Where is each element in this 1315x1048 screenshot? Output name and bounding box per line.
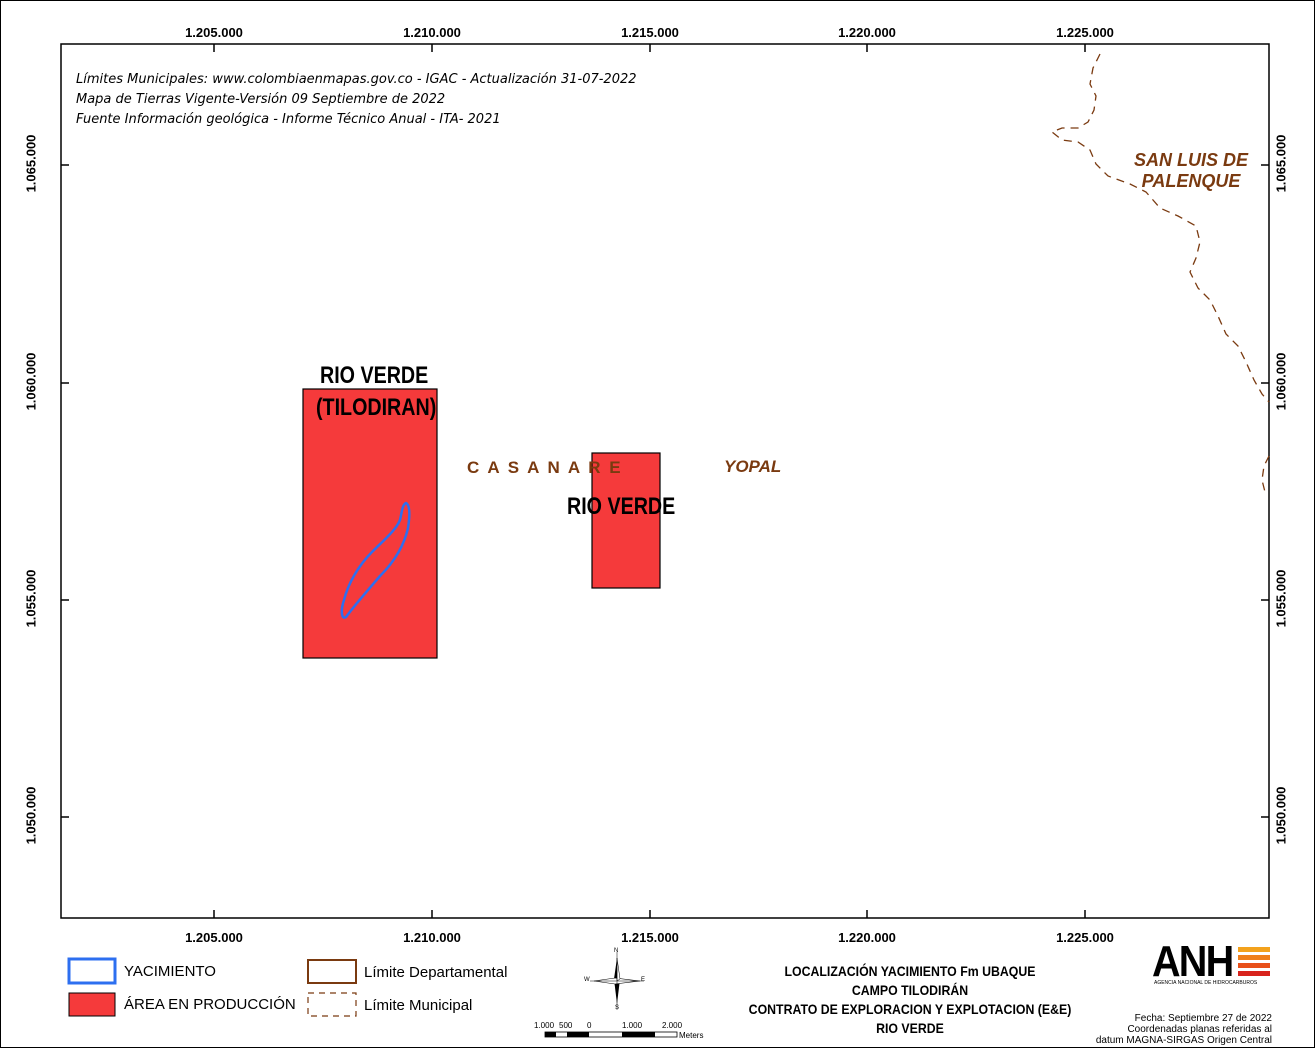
x-tick-label-top: 1.205.000 bbox=[185, 25, 243, 40]
date-block: Fecha: Septiembre 27 de 2022 Coordenadas… bbox=[1096, 1013, 1272, 1046]
scale-bar bbox=[544, 1031, 678, 1038]
legend-limite-municipal-symbol bbox=[307, 992, 357, 1017]
scale-label: 1.000 bbox=[534, 1021, 555, 1030]
label-municipality-san-luis-de-palenque: SAN LUIS DE PALENQUE bbox=[1134, 150, 1248, 192]
date-line: Coordenadas planas referidas al bbox=[1127, 1024, 1272, 1035]
y-tick-label-left: 1.055.000 bbox=[23, 569, 39, 628]
production-area-rio-verde[interactable] bbox=[591, 452, 661, 589]
scale-label: 1.000 bbox=[622, 1021, 643, 1030]
label-rio-verde-tilodiran-line2: (TILODIRAN) bbox=[316, 394, 437, 421]
label-municipality-yopal: YOPAL bbox=[724, 457, 782, 476]
label-slp-line2: PALENQUE bbox=[1141, 171, 1241, 191]
legend-area-symbol bbox=[68, 992, 116, 1017]
source-note: Mapa de Tierras Vigente-Versión 09 Septi… bbox=[76, 92, 446, 107]
municipal-boundary-line bbox=[1261, 455, 1270, 497]
north-arrow-e: E bbox=[641, 977, 646, 983]
y-tick-label-right: 1.050.000 bbox=[1273, 786, 1289, 845]
y-tick-label-right: 1.060.000 bbox=[1273, 352, 1289, 411]
label-rio-verde-tilodiran-line1: RIO VERDE bbox=[320, 362, 429, 389]
x-tick-label-top: 1.220.000 bbox=[838, 25, 896, 40]
scale-unit: Meters bbox=[679, 1031, 704, 1040]
y-tick-label-left: 1.065.000 bbox=[23, 134, 39, 193]
x-tick-label-top: 1.210.000 bbox=[403, 25, 461, 40]
scale-label: 0 bbox=[587, 1021, 592, 1030]
anh-logo-subtitle: AGENCIA NACIONAL DE HIDROCARBUROS bbox=[1154, 980, 1258, 986]
y-tick-label-right: 1.055.000 bbox=[1273, 569, 1289, 628]
north-arrow-w: W bbox=[584, 977, 590, 983]
date-line: Fecha: Septiembre 27 de 2022 bbox=[1134, 1013, 1272, 1024]
x-tick-label-top: 1.225.000 bbox=[1056, 25, 1114, 40]
anh-logo: ANH AGENCIA NACIONAL DE HIDROCARBUROS bbox=[1152, 940, 1272, 990]
x-tick-label-bottom: 1.220.000 bbox=[838, 930, 896, 945]
label-slp-line1: SAN LUIS DE bbox=[1134, 150, 1249, 170]
north-arrow-s: S bbox=[615, 1005, 620, 1011]
x-tick-label-top: 1.215.000 bbox=[621, 25, 679, 40]
x-tick-label-bottom: 1.215.000 bbox=[621, 930, 679, 945]
source-note: Fuente Información geológica - Informe T… bbox=[76, 112, 501, 127]
municipal-boundary-line bbox=[1050, 53, 1270, 403]
yacimiento-outline[interactable] bbox=[340, 501, 411, 619]
title-line: CAMPO TILODIRÁN bbox=[851, 982, 969, 998]
date-line: datum MAGNA-SIRGAS Origen Central bbox=[1095, 1035, 1272, 1046]
anh-logo-text: ANH bbox=[1152, 937, 1234, 986]
y-tick-label-right: 1.065.000 bbox=[1273, 134, 1289, 193]
map-frame bbox=[60, 43, 1270, 919]
title-line: LOCALIZACIÓN YACIMIENTO Fm UBAQUE bbox=[784, 963, 1036, 979]
title-block: LOCALIZACIÓN YACIMIENTO Fm UBAQUE CAMPO … bbox=[743, 962, 1077, 1038]
title-line: RIO VERDE bbox=[876, 1020, 944, 1036]
scale-label: 2.000 bbox=[662, 1021, 683, 1030]
anh-logo-stripes bbox=[1238, 947, 1270, 976]
legend-yacimiento-symbol bbox=[67, 957, 117, 985]
north-arrow bbox=[590, 952, 644, 1010]
label-department-casanare: C A S A N A R E bbox=[467, 458, 623, 477]
north-arrow-n: N bbox=[614, 948, 619, 954]
legend-yacimiento-label: YACIMIENTO bbox=[124, 963, 216, 980]
label-rio-verde: RIO VERDE bbox=[567, 493, 676, 520]
legend-limite-departamental-label: Límite Departamental bbox=[364, 964, 508, 981]
production-area-rio-verde-tilodiran[interactable] bbox=[302, 388, 438, 659]
legend-area-label: ÁREA EN PRODUCCIÓN bbox=[124, 996, 296, 1013]
source-notes: Límites Municipales: www.colombiaenmapas… bbox=[76, 70, 637, 130]
x-tick-marks bbox=[213, 44, 1086, 918]
title-line: CONTRATO DE EXPLORACION Y EXPLOTACION (E… bbox=[748, 1001, 1072, 1017]
source-note: Límites Municipales: www.colombiaenmapas… bbox=[76, 72, 637, 87]
x-tick-label-bottom: 1.210.000 bbox=[403, 930, 461, 945]
y-tick-label-left: 1.050.000 bbox=[23, 786, 39, 845]
legend-limite-municipal-label: Límite Municipal bbox=[364, 997, 473, 1014]
x-tick-label-bottom: 1.205.000 bbox=[185, 930, 243, 945]
y-tick-marks bbox=[61, 164, 1269, 818]
legend-limite-departamental-symbol bbox=[307, 959, 357, 984]
y-tick-label-left: 1.060.000 bbox=[23, 352, 39, 411]
scale-label: 500 bbox=[559, 1021, 573, 1030]
x-tick-label-bottom: 1.225.000 bbox=[1056, 930, 1114, 945]
